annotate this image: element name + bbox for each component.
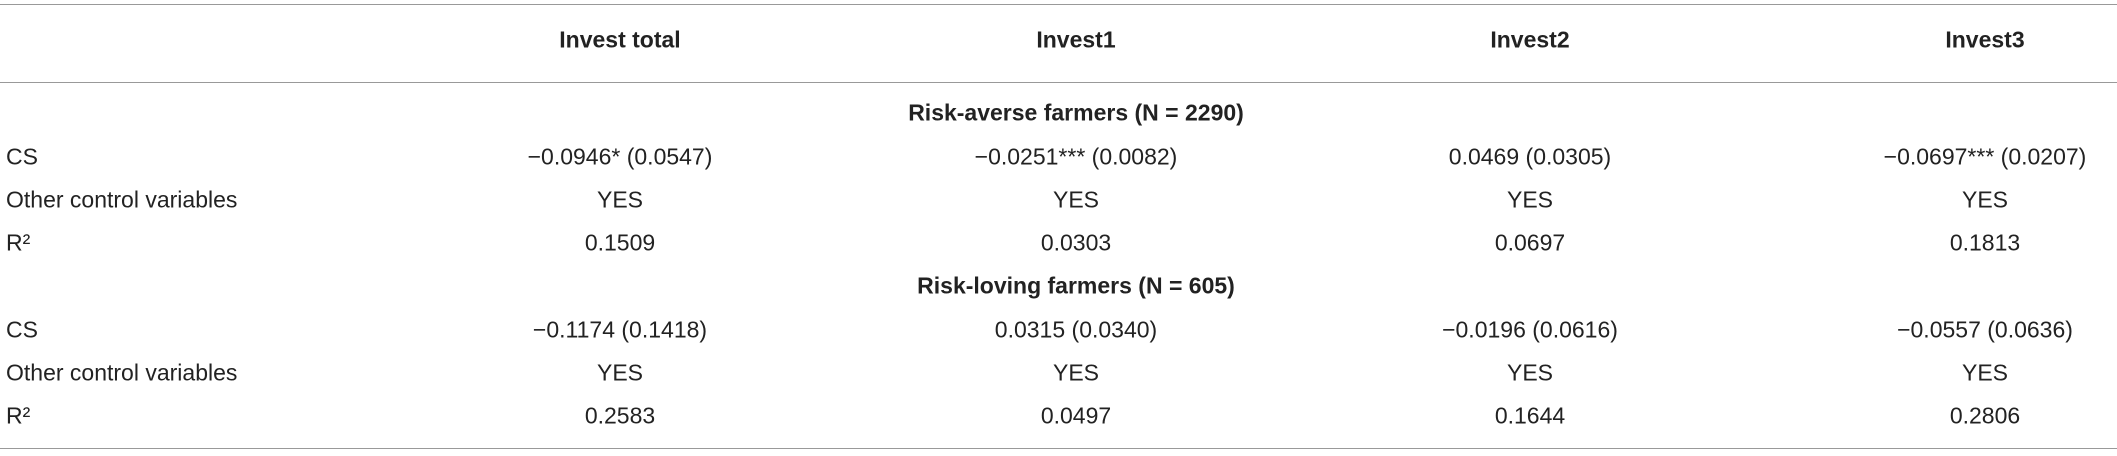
- cell-value: YES: [1506, 186, 1554, 213]
- row-label: CS: [6, 143, 38, 170]
- row-label: CS: [6, 316, 38, 343]
- bottom-rule: [0, 448, 2117, 449]
- cell-value: 0.1813: [1949, 229, 2021, 256]
- cell-value: YES: [596, 186, 644, 213]
- row-label: Other control variables: [6, 186, 238, 213]
- row-label: R²: [6, 402, 31, 429]
- cell-value: YES: [1961, 186, 2009, 213]
- cell-value: −0.0251*** (0.0082): [974, 143, 1178, 170]
- cell-value: 0.0469 (0.0305): [1448, 143, 1612, 170]
- cell-value: 0.0315 (0.0340): [994, 316, 1158, 343]
- row-label: R²: [6, 229, 31, 256]
- cell-value: YES: [596, 359, 644, 386]
- cell-value: YES: [1052, 186, 1100, 213]
- cell-value: 0.0303: [1040, 229, 1112, 256]
- column-header: Invest1: [1036, 26, 1116, 53]
- cell-value: −0.1174 (0.1418): [532, 316, 708, 343]
- cell-value: YES: [1506, 359, 1554, 386]
- cell-value: −0.0946* (0.0547): [527, 143, 713, 170]
- cell-value: 0.2583: [584, 402, 656, 429]
- cell-value: 0.2806: [1949, 402, 2021, 429]
- section-title: Risk-loving farmers (N = 605): [917, 272, 1235, 299]
- header-rule: [0, 82, 2117, 83]
- section-title: Risk-averse farmers (N = 2290): [908, 99, 1244, 126]
- column-header: Invest2: [1490, 26, 1570, 53]
- row-label: Other control variables: [6, 359, 238, 386]
- cell-value: YES: [1052, 359, 1100, 386]
- column-header: Invest3: [1945, 26, 2025, 53]
- top-rule: [0, 4, 2117, 5]
- cell-value: YES: [1961, 359, 2009, 386]
- cell-value: −0.0196 (0.0616): [1442, 316, 1618, 343]
- column-header: Invest total: [559, 26, 681, 53]
- cell-value: 0.1509: [584, 229, 656, 256]
- cell-value: −0.0557 (0.0636): [1897, 316, 2073, 343]
- cell-value: −0.0697*** (0.0207): [1883, 143, 2087, 170]
- cell-value: 0.0497: [1040, 402, 1112, 429]
- cell-value: 0.1644: [1494, 402, 1566, 429]
- cell-value: 0.0697: [1494, 229, 1566, 256]
